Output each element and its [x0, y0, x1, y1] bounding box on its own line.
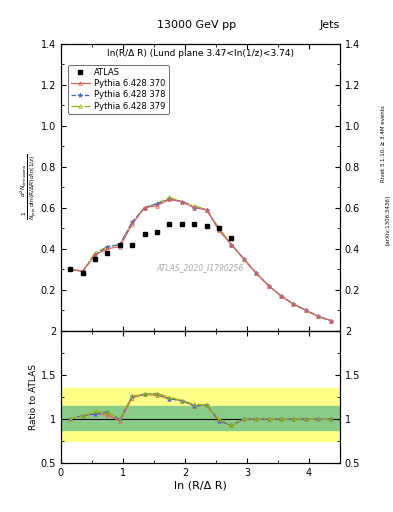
- Text: Jets: Jets: [320, 20, 340, 31]
- Pythia 6.428 379: [316, 313, 321, 319]
- Pythia 6.428 370: [105, 246, 110, 252]
- Pythia 6.428 370: [254, 270, 259, 276]
- Line: Pythia 6.428 370: Pythia 6.428 370: [68, 198, 332, 322]
- Pythia 6.428 379: [328, 317, 333, 324]
- Text: ATLAS_2020_I1790256: ATLAS_2020_I1790256: [157, 263, 244, 272]
- Pythia 6.428 378: [142, 205, 147, 211]
- Pythia 6.428 378: [328, 317, 333, 324]
- Pythia 6.428 378: [180, 199, 184, 205]
- ATLAS: [192, 221, 196, 227]
- Pythia 6.428 379: [291, 301, 296, 307]
- Pythia 6.428 370: [93, 252, 97, 258]
- Bar: [61, 406, 340, 430]
- Pythia 6.428 370: [266, 283, 271, 289]
- Pythia 6.428 379: [217, 225, 221, 231]
- Pythia 6.428 370: [303, 307, 308, 313]
- Pythia 6.428 378: [266, 283, 271, 289]
- Pythia 6.428 378: [155, 201, 160, 207]
- Pythia 6.428 378: [204, 207, 209, 213]
- Pythia 6.428 379: [68, 266, 73, 272]
- ATLAS: [155, 229, 160, 236]
- ATLAS: [180, 221, 184, 227]
- Pythia 6.428 379: [80, 268, 85, 274]
- Pythia 6.428 379: [155, 201, 160, 207]
- Pythia 6.428 378: [316, 313, 321, 319]
- Pythia 6.428 370: [204, 207, 209, 213]
- ATLAS: [204, 223, 209, 229]
- Pythia 6.428 378: [279, 293, 283, 299]
- Pythia 6.428 370: [328, 317, 333, 324]
- Text: 13000 GeV pp: 13000 GeV pp: [157, 20, 236, 31]
- Pythia 6.428 370: [155, 203, 160, 209]
- Text: ln(R/Δ R) (Lund plane 3.47<ln(1/z)<3.74): ln(R/Δ R) (Lund plane 3.47<ln(1/z)<3.74): [107, 49, 294, 58]
- Pythia 6.428 379: [167, 195, 172, 201]
- ATLAS: [229, 236, 234, 242]
- Pythia 6.428 378: [254, 270, 259, 276]
- Pythia 6.428 370: [167, 197, 172, 203]
- Pythia 6.428 370: [80, 268, 85, 274]
- ATLAS: [142, 231, 147, 238]
- Pythia 6.428 370: [68, 266, 73, 272]
- Pythia 6.428 378: [68, 266, 73, 272]
- ATLAS: [118, 242, 122, 248]
- Text: [arXiv:1306.3436]: [arXiv:1306.3436]: [385, 195, 389, 245]
- Pythia 6.428 370: [291, 301, 296, 307]
- Legend: ATLAS, Pythia 6.428 370, Pythia 6.428 378, Pythia 6.428 379: ATLAS, Pythia 6.428 370, Pythia 6.428 37…: [68, 65, 169, 114]
- Y-axis label: Ratio to ATLAS: Ratio to ATLAS: [29, 364, 38, 430]
- Pythia 6.428 378: [303, 307, 308, 313]
- Pythia 6.428 379: [93, 250, 97, 256]
- Pythia 6.428 379: [279, 293, 283, 299]
- Bar: [61, 388, 340, 441]
- Pythia 6.428 378: [167, 197, 172, 203]
- Pythia 6.428 379: [130, 219, 134, 225]
- Pythia 6.428 370: [192, 205, 196, 211]
- Pythia 6.428 370: [241, 256, 246, 262]
- Pythia 6.428 379: [180, 199, 184, 205]
- ATLAS: [93, 256, 97, 262]
- Pythia 6.428 370: [279, 293, 283, 299]
- Pythia 6.428 378: [93, 252, 97, 258]
- Pythia 6.428 378: [291, 301, 296, 307]
- Pythia 6.428 379: [266, 283, 271, 289]
- Text: Rivet 3.1.10, ≥ 3.4M events: Rivet 3.1.10, ≥ 3.4M events: [381, 105, 386, 182]
- Pythia 6.428 379: [204, 207, 209, 213]
- Line: Pythia 6.428 379: Pythia 6.428 379: [68, 196, 332, 322]
- Pythia 6.428 370: [180, 199, 184, 205]
- Pythia 6.428 370: [130, 221, 134, 227]
- Pythia 6.428 378: [229, 242, 234, 248]
- Y-axis label: $\frac{1}{N_{\mathrm{jets}}}\frac{d^2 N_{\mathrm{emissions}}}{d\ln(R/\Delta R)\,: $\frac{1}{N_{\mathrm{jets}}}\frac{d^2 N_…: [19, 154, 39, 220]
- Pythia 6.428 379: [118, 242, 122, 248]
- Line: Pythia 6.428 378: Pythia 6.428 378: [68, 197, 333, 323]
- Pythia 6.428 378: [130, 219, 134, 225]
- Pythia 6.428 379: [192, 203, 196, 209]
- ATLAS: [130, 242, 134, 248]
- ATLAS: [105, 250, 110, 256]
- Pythia 6.428 378: [105, 244, 110, 250]
- ATLAS: [68, 266, 73, 272]
- Pythia 6.428 379: [105, 244, 110, 250]
- Pythia 6.428 378: [192, 205, 196, 211]
- Pythia 6.428 379: [254, 270, 259, 276]
- Pythia 6.428 378: [80, 268, 85, 274]
- ATLAS: [80, 270, 85, 276]
- Pythia 6.428 370: [217, 227, 221, 233]
- Pythia 6.428 378: [241, 256, 246, 262]
- Pythia 6.428 379: [303, 307, 308, 313]
- ATLAS: [217, 225, 221, 231]
- Pythia 6.428 379: [241, 256, 246, 262]
- Line: ATLAS: ATLAS: [68, 222, 234, 276]
- Pythia 6.428 379: [229, 242, 234, 248]
- Pythia 6.428 370: [316, 313, 321, 319]
- Pythia 6.428 370: [229, 242, 234, 248]
- Pythia 6.428 370: [142, 205, 147, 211]
- Pythia 6.428 378: [118, 242, 122, 248]
- Pythia 6.428 379: [142, 205, 147, 211]
- Pythia 6.428 378: [217, 227, 221, 233]
- ATLAS: [167, 221, 172, 227]
- Pythia 6.428 370: [118, 244, 122, 250]
- X-axis label: ln (R/Δ R): ln (R/Δ R): [174, 481, 227, 491]
